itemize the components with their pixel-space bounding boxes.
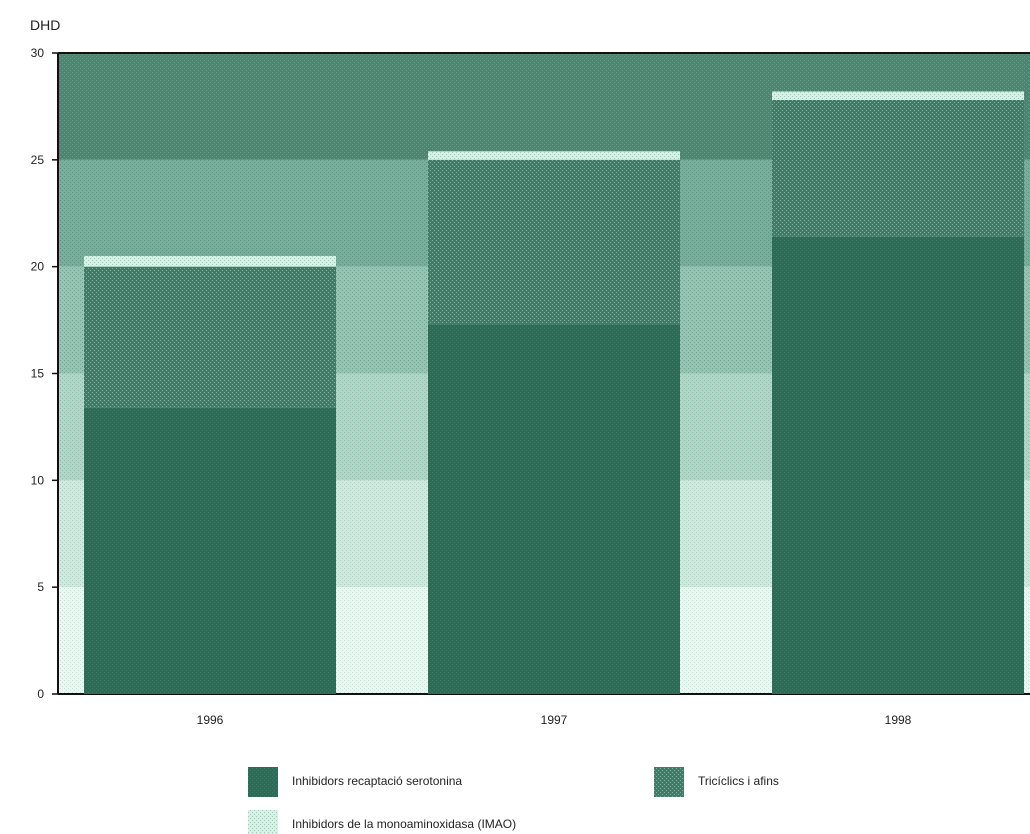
bar-segment bbox=[772, 91, 1024, 101]
x-tick-label: 1997 bbox=[541, 713, 568, 727]
legend-label: Tricíclics i afins bbox=[698, 774, 779, 788]
y-axis-title: DHD bbox=[30, 17, 60, 33]
x-tick-label: 1996 bbox=[197, 713, 224, 727]
bar-segment bbox=[772, 236, 1024, 694]
legend-label: Inhibidors recaptació serotonina bbox=[292, 774, 462, 788]
legend-swatch bbox=[248, 810, 278, 834]
y-tick-label: 10 bbox=[31, 473, 45, 487]
bar-segment bbox=[84, 407, 336, 694]
bar-segment bbox=[772, 100, 1024, 237]
bar-segment bbox=[428, 159, 680, 325]
bar-segment bbox=[84, 266, 336, 408]
bar-segment bbox=[428, 324, 680, 694]
y-tick-label: 30 bbox=[31, 46, 45, 60]
bar-segment bbox=[428, 151, 680, 160]
legend-swatch bbox=[248, 767, 278, 797]
y-tick-label: 25 bbox=[31, 153, 45, 167]
bar-segment bbox=[84, 255, 336, 267]
y-tick-label: 20 bbox=[31, 260, 45, 274]
y-tick-label: 0 bbox=[37, 687, 44, 701]
legend-swatch bbox=[654, 767, 684, 797]
y-tick-label: 15 bbox=[31, 367, 45, 381]
y-tick-label: 5 bbox=[37, 580, 44, 594]
legend-label: Inhibidors de la monoaminoxidasa (IMAO) bbox=[292, 817, 516, 831]
x-tick-label: 1998 bbox=[885, 713, 912, 727]
